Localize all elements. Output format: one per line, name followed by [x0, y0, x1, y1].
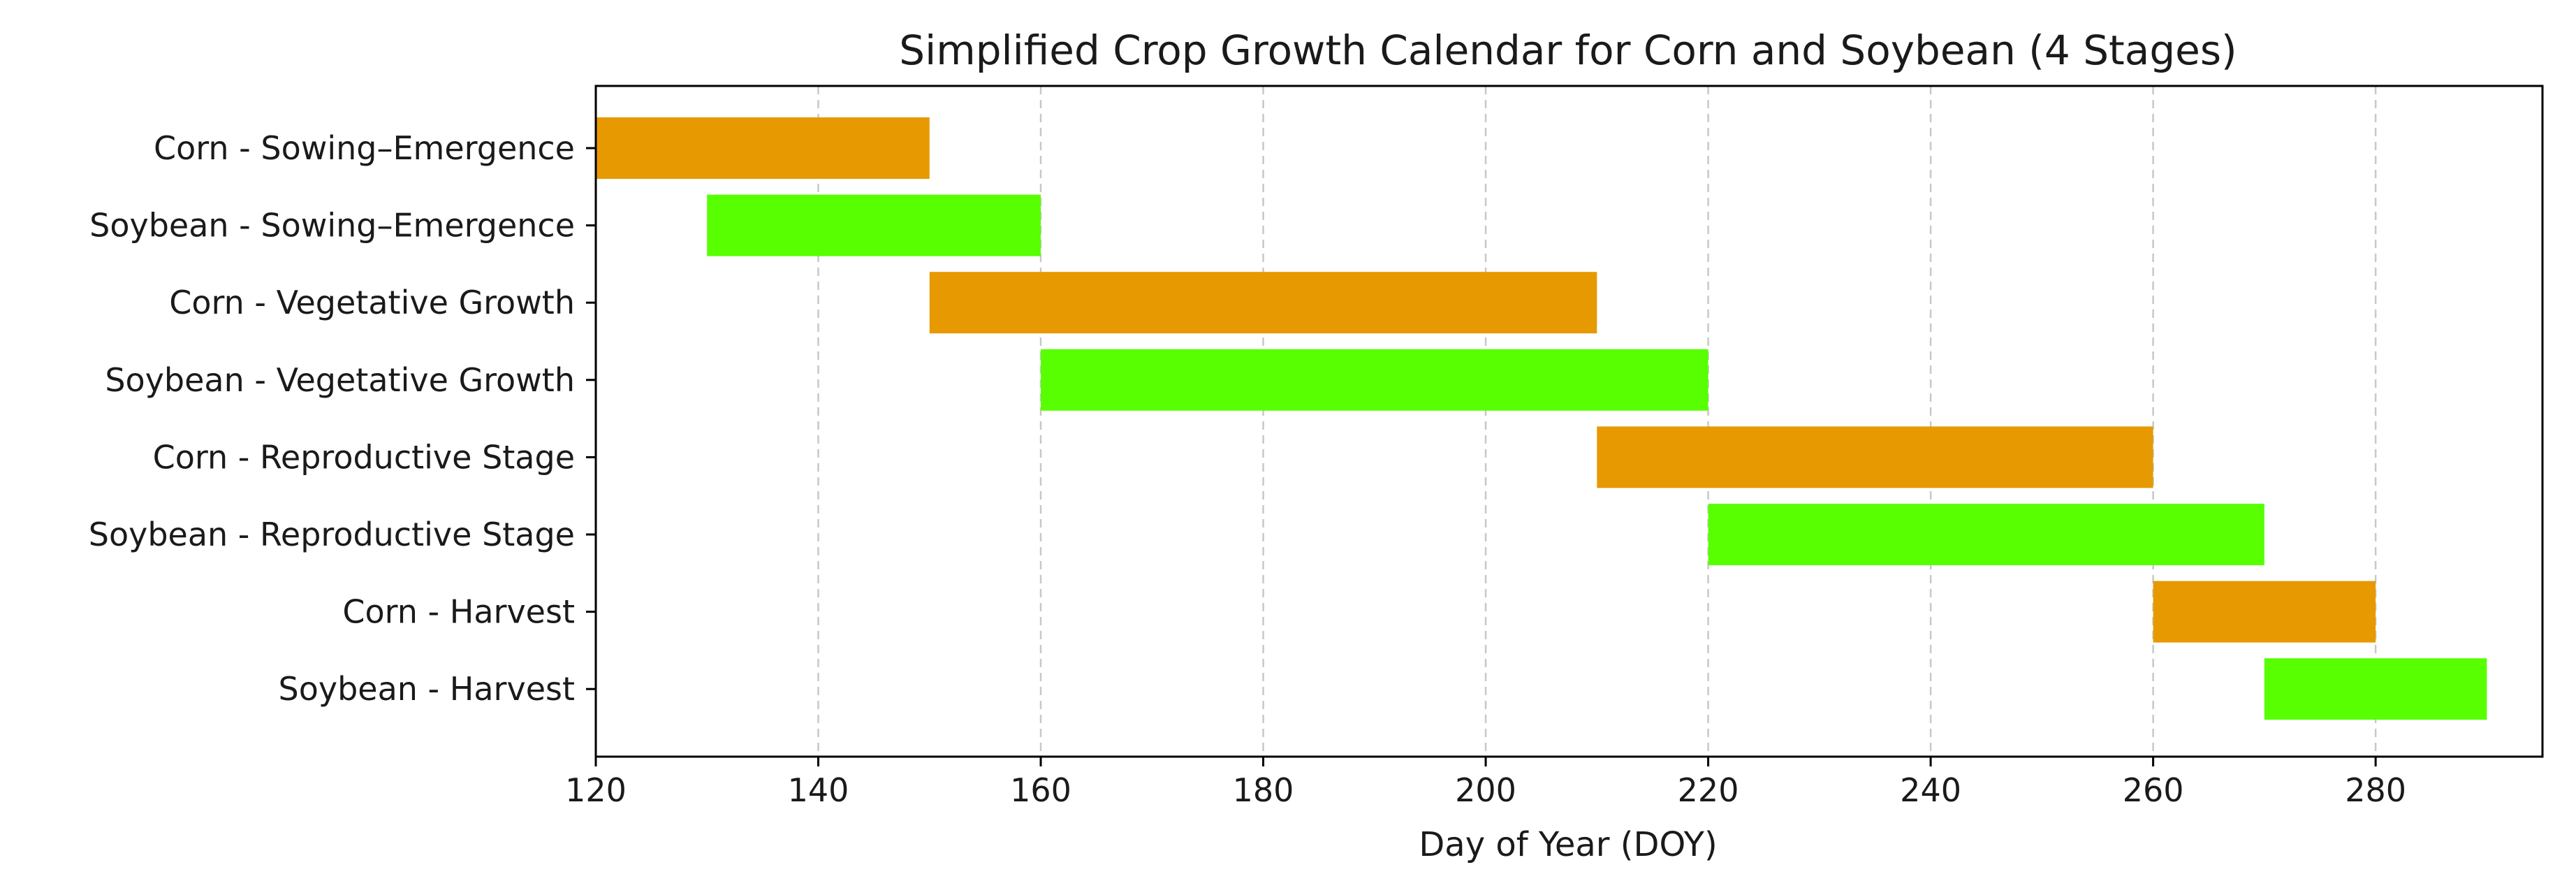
plot-frame	[594, 85, 2544, 758]
x-tick-label: 240	[1900, 771, 1961, 809]
y-tick-label: Soybean - Harvest	[279, 670, 575, 708]
x-tick-label: 220	[1678, 771, 1739, 809]
bar-soybean-1	[707, 194, 1041, 256]
x-tick-label: 120	[565, 771, 627, 809]
bar-soybean-5	[1708, 504, 2264, 565]
x-axis: 120 140 160 180 200 220 240 260 280	[565, 757, 2406, 809]
y-tick-label: Corn - Vegetative Growth	[169, 284, 575, 321]
y-tick-label: Soybean - Sowing–Emergence	[89, 207, 575, 245]
chart-title: Simplified Crop Growth Calendar for Corn…	[899, 27, 2237, 74]
bar-soybean-3	[1041, 349, 1708, 411]
x-tick-label: 140	[788, 771, 849, 809]
x-axis-label: Day of Year (DOY)	[1419, 825, 1717, 864]
bar-soybean-7	[2264, 658, 2487, 720]
y-tick-label: Soybean - Reproductive Stage	[89, 516, 575, 553]
y-tick-label: Soybean - Vegetative Growth	[105, 361, 575, 399]
grid-layer	[594, 86, 2377, 757]
x-tick-label: 200	[1455, 771, 1516, 809]
x-tick-label: 180	[1233, 771, 1294, 809]
y-tick-label: Corn - Harvest	[342, 593, 575, 631]
y-axis: Corn - Sowing–Emergence Soybean - Sowing–…	[89, 129, 596, 708]
bar-corn-0	[596, 117, 930, 179]
bar-corn-4	[1597, 426, 2153, 488]
y-tick-label: Corn - Reproductive Stage	[153, 438, 575, 476]
x-tick-label: 260	[2123, 771, 2184, 809]
y-tick-label: Corn - Sowing–Emergence	[154, 129, 575, 167]
bar-corn-2	[929, 272, 1597, 334]
x-tick-label: 280	[2345, 771, 2406, 809]
x-tick-label: 160	[1010, 771, 1071, 809]
bars-layer	[596, 117, 2487, 720]
bar-corn-6	[2153, 581, 2376, 643]
